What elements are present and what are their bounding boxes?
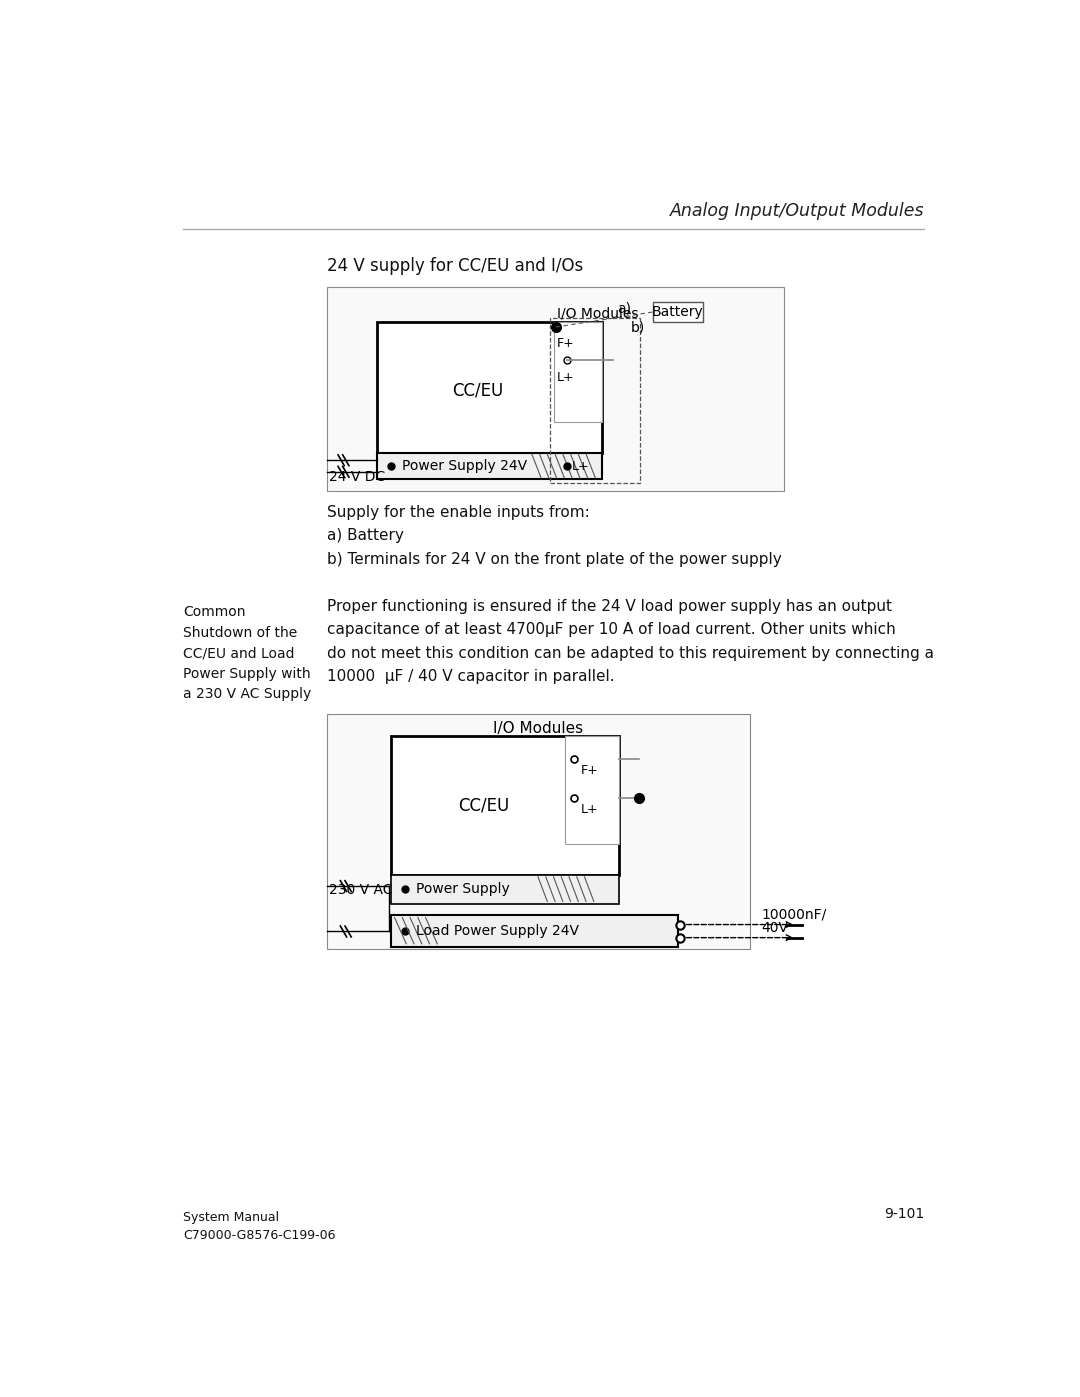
Bar [551, 317, 639, 483]
Bar [391, 875, 619, 904]
Text: Supply for the enable inputs from:
a) Battery
b) Terminals for 24 V on the front: Supply for the enable inputs from: a) Ba… [327, 504, 782, 567]
Bar [377, 321, 602, 453]
Bar [327, 286, 784, 490]
Text: a): a) [617, 302, 631, 316]
Bar [391, 736, 619, 875]
Text: 24 V supply for CC/EU and I/Os: 24 V supply for CC/EU and I/Os [327, 257, 583, 275]
Text: 10000nF/: 10000nF/ [761, 908, 826, 922]
Text: Analog Input/Output Modules: Analog Input/Output Modules [670, 201, 924, 219]
Text: Common
Shutdown of the
CC/EU and Load
Power Supply with
a 230 V AC Supply: Common Shutdown of the CC/EU and Load Po… [183, 605, 311, 701]
Text: I/O Modules: I/O Modules [494, 721, 583, 736]
Text: Power Supply 24V: Power Supply 24V [402, 460, 527, 474]
Text: I/O Modules: I/O Modules [557, 307, 639, 321]
Text: CC/EU: CC/EU [458, 796, 510, 814]
Text: 24 V DC: 24 V DC [328, 471, 384, 485]
Text: Battery: Battery [652, 305, 704, 319]
Bar [565, 736, 619, 844]
Text: F+: F+ [556, 337, 575, 349]
Text: Proper functioning is ensured if the 24 V load power supply has an output
capaci: Proper functioning is ensured if the 24 … [327, 599, 934, 685]
Text: b): b) [631, 320, 645, 334]
Text: 40V: 40V [761, 922, 788, 936]
Text: L+: L+ [556, 370, 575, 384]
Text: 9-101: 9-101 [883, 1207, 924, 1221]
Text: Load Power Supply 24V: Load Power Supply 24V [416, 923, 579, 937]
Text: System Manual
C79000-G8576-C199-06: System Manual C79000-G8576-C199-06 [183, 1211, 336, 1242]
Text: Power Supply: Power Supply [416, 882, 510, 895]
Bar [391, 915, 677, 947]
Text: 230 V AC: 230 V AC [328, 883, 392, 897]
Text: L+: L+ [572, 460, 590, 472]
Bar [377, 453, 602, 479]
Bar [652, 302, 703, 321]
Text: L+: L+ [581, 802, 598, 816]
Text: CC/EU: CC/EU [451, 381, 503, 400]
Bar [327, 714, 750, 949]
Bar [554, 321, 602, 422]
Text: F+: F+ [581, 764, 598, 777]
